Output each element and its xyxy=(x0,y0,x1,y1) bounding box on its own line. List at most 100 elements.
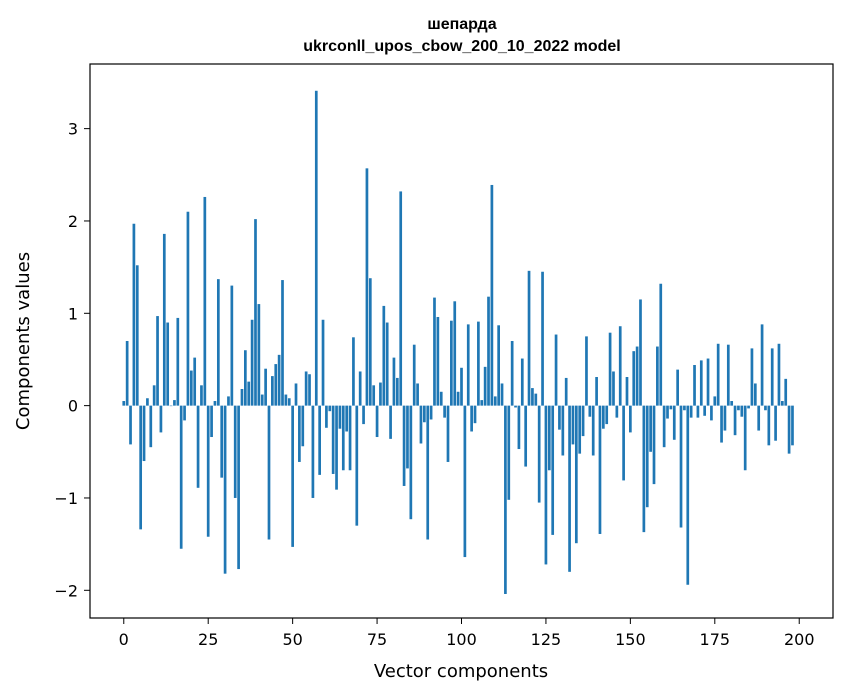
bar-85 xyxy=(409,405,413,520)
bar-162 xyxy=(669,405,673,410)
bar-50 xyxy=(291,405,294,547)
bar-108 xyxy=(487,296,490,406)
bar-155 xyxy=(645,405,649,508)
bar-195 xyxy=(780,401,784,406)
bar-47 xyxy=(281,280,284,406)
bar-135 xyxy=(578,405,582,454)
bar-76 xyxy=(379,382,382,406)
bar-154 xyxy=(642,405,646,533)
bar-152 xyxy=(635,346,639,406)
bar-28 xyxy=(216,279,220,406)
bar-120 xyxy=(527,270,531,406)
bar-49 xyxy=(287,398,291,406)
bar-29 xyxy=(220,405,224,478)
bar-184 xyxy=(743,405,747,471)
bar-5 xyxy=(139,405,143,530)
bar-144 xyxy=(608,332,612,406)
bar-54 xyxy=(304,371,308,406)
bar-121 xyxy=(531,388,534,406)
bar-11 xyxy=(159,405,163,433)
bar-65 xyxy=(341,405,345,471)
bar-81 xyxy=(395,377,399,406)
bar-78 xyxy=(385,322,389,406)
bar-145 xyxy=(612,371,615,406)
bar-19 xyxy=(186,211,190,406)
bar-4 xyxy=(135,265,139,406)
bar-38 xyxy=(250,319,254,406)
x-tick-label: 100 xyxy=(446,630,477,649)
bar-82 xyxy=(399,191,403,406)
bar-66 xyxy=(345,405,349,432)
x-tick-label: 75 xyxy=(367,630,387,649)
bar-2 xyxy=(129,405,132,445)
bar-116 xyxy=(514,405,517,408)
bar-94 xyxy=(439,391,443,406)
bar-62 xyxy=(331,405,335,474)
bar-119 xyxy=(524,405,528,467)
bar-160 xyxy=(662,405,666,448)
x-tick-label: 25 xyxy=(198,630,218,649)
bar-176 xyxy=(716,343,720,406)
bar-140 xyxy=(595,377,598,406)
bar-60 xyxy=(325,405,328,428)
bar-158 xyxy=(656,346,659,406)
bar-73 xyxy=(368,278,372,406)
bar-151 xyxy=(632,351,636,406)
bar-168 xyxy=(689,405,693,418)
bar-57 xyxy=(314,90,318,406)
bar-31 xyxy=(227,396,230,406)
bar-126 xyxy=(547,405,551,471)
bar-111 xyxy=(497,325,500,406)
plot-frame xyxy=(89,63,834,619)
bar-92 xyxy=(433,297,436,406)
bar-77 xyxy=(382,305,386,406)
bar-163 xyxy=(672,405,676,440)
bar-83 xyxy=(402,405,406,486)
bar-148 xyxy=(622,405,625,481)
x-tick-label: 0 xyxy=(119,630,129,649)
bar-30 xyxy=(223,405,227,574)
bar-113 xyxy=(504,405,507,594)
bar-132 xyxy=(568,405,571,572)
bar-44 xyxy=(271,376,274,406)
bar-180 xyxy=(730,401,734,406)
bar-51 xyxy=(294,383,298,406)
bar-187 xyxy=(753,383,757,406)
bar-37 xyxy=(247,381,251,406)
bar-33 xyxy=(233,405,237,498)
bar-141 xyxy=(598,405,602,534)
bar-88 xyxy=(419,405,423,444)
bar-21 xyxy=(193,357,197,406)
bar-27 xyxy=(213,401,217,406)
bar-10 xyxy=(156,316,159,406)
bar-8 xyxy=(149,405,153,448)
bar-34 xyxy=(237,405,240,570)
bar-134 xyxy=(574,405,578,544)
bar-174 xyxy=(710,405,713,421)
bar-55 xyxy=(308,374,311,406)
bar-146 xyxy=(615,405,619,418)
bar-127 xyxy=(551,405,555,535)
bar-69 xyxy=(355,405,359,526)
bar-143 xyxy=(605,405,609,425)
bar-112 xyxy=(500,383,504,406)
bar-0 xyxy=(122,401,126,406)
bar-198 xyxy=(791,405,794,446)
x-axis-label: Vector components xyxy=(374,661,548,682)
bar-46 xyxy=(277,354,281,406)
x-tick-label: 125 xyxy=(531,630,562,649)
bar-125 xyxy=(544,405,548,565)
bar-192 xyxy=(770,348,774,406)
y-tick-label: −1 xyxy=(54,489,78,508)
x-tick-label: 150 xyxy=(615,630,646,649)
bar-102 xyxy=(466,324,470,406)
bar-166 xyxy=(683,405,686,411)
bar-118 xyxy=(520,358,524,406)
bar-109 xyxy=(490,184,494,406)
bar-22 xyxy=(196,405,200,488)
bar-149 xyxy=(625,377,629,406)
bar-117 xyxy=(517,405,521,450)
y-tick-label: 1 xyxy=(68,304,78,323)
bar-175 xyxy=(713,396,717,406)
